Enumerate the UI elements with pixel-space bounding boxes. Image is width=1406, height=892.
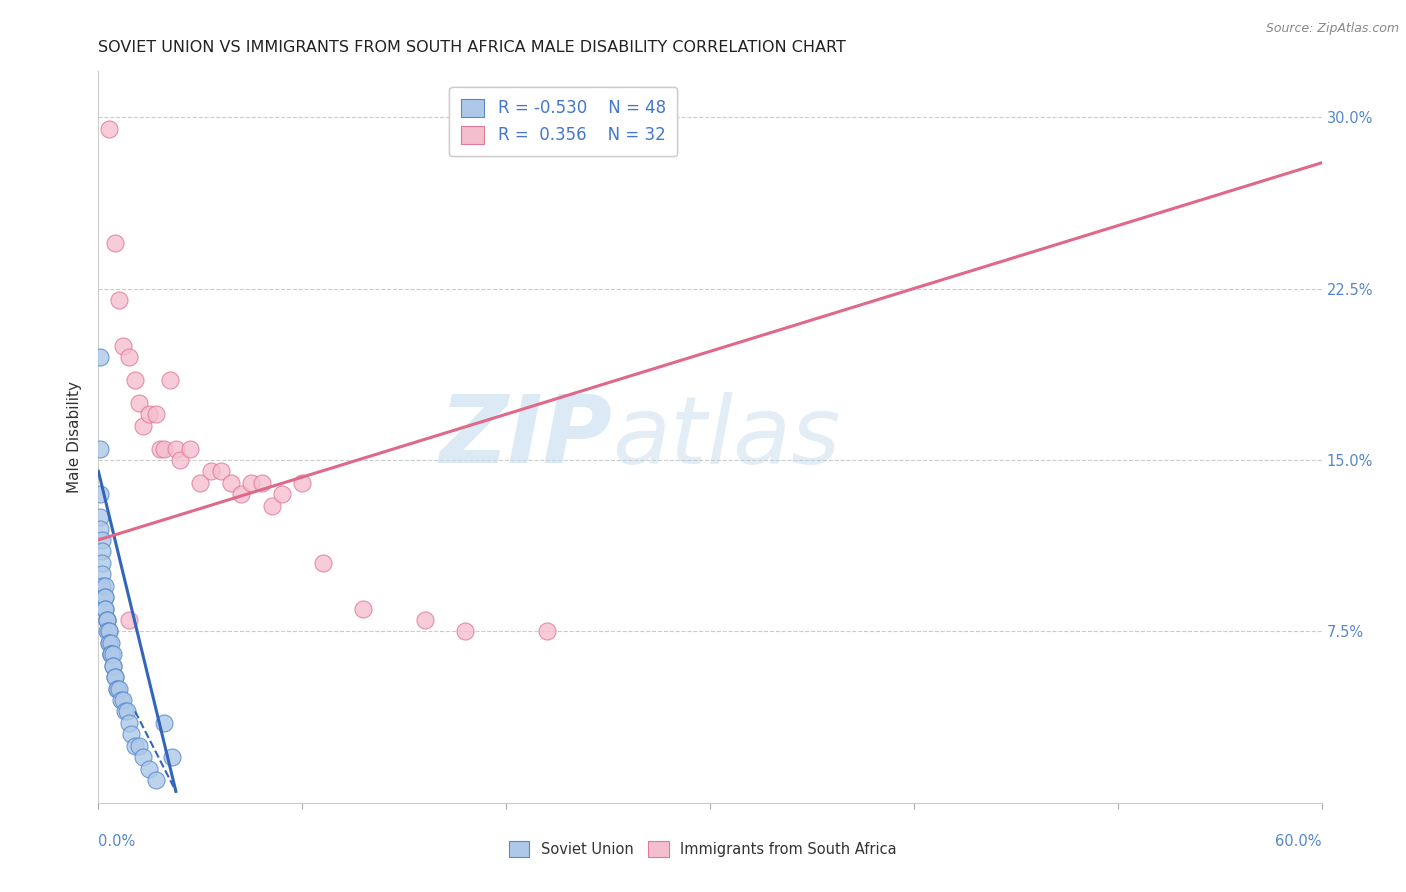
Point — [128, 739, 150, 753]
Point — [97, 636, 120, 650]
Point — [120, 727, 142, 741]
Point — [114, 705, 136, 719]
Point — [169, 453, 191, 467]
Point — [97, 636, 120, 650]
Point — [128, 396, 150, 410]
Point — [149, 442, 172, 456]
Point — [152, 715, 174, 730]
Point — [111, 338, 134, 352]
Point — [124, 373, 146, 387]
Text: ZIP: ZIP — [439, 391, 612, 483]
Point — [100, 647, 122, 661]
Point — [165, 442, 187, 456]
Point — [96, 613, 118, 627]
Point — [101, 658, 124, 673]
Legend: Soviet Union, Immigrants from South Africa: Soviet Union, Immigrants from South Afri… — [503, 835, 903, 863]
Point — [291, 475, 314, 490]
Point — [209, 464, 232, 478]
Point — [108, 293, 131, 307]
Point — [118, 613, 141, 627]
Text: atlas: atlas — [612, 392, 841, 483]
Text: SOVIET UNION VS IMMIGRANTS FROM SOUTH AFRICA MALE DISABILITY CORRELATION CHART: SOVIET UNION VS IMMIGRANTS FROM SOUTH AF… — [98, 40, 846, 55]
Point — [89, 510, 111, 524]
Point — [124, 739, 146, 753]
Point — [159, 373, 181, 387]
Point — [312, 556, 335, 570]
Point — [118, 715, 141, 730]
Point — [219, 475, 242, 490]
Point — [101, 658, 124, 673]
Point — [132, 418, 155, 433]
Point — [97, 121, 120, 136]
Point — [240, 475, 263, 490]
Point — [89, 442, 111, 456]
Point — [101, 647, 124, 661]
Point — [93, 601, 115, 615]
Point — [104, 235, 127, 250]
Point — [138, 762, 160, 776]
Point — [270, 487, 294, 501]
Point — [93, 590, 115, 604]
Point — [100, 647, 122, 661]
Point — [454, 624, 477, 639]
Point — [104, 670, 127, 684]
Point — [179, 442, 201, 456]
Point — [93, 579, 115, 593]
Text: Source: ZipAtlas.com: Source: ZipAtlas.com — [1265, 22, 1399, 36]
Point — [91, 544, 114, 558]
Point — [89, 521, 111, 535]
Point — [91, 556, 114, 570]
Legend: R = -0.530    N = 48, R =  0.356    N = 32: R = -0.530 N = 48, R = 0.356 N = 32 — [449, 87, 678, 156]
Point — [250, 475, 273, 490]
Point — [260, 499, 283, 513]
Point — [132, 750, 155, 764]
Point — [536, 624, 558, 639]
Point — [91, 579, 114, 593]
Point — [91, 567, 114, 582]
Point — [104, 670, 127, 684]
Point — [100, 636, 122, 650]
Point — [145, 772, 167, 787]
Point — [93, 601, 115, 615]
Point — [160, 750, 183, 764]
Point — [111, 693, 134, 707]
Point — [145, 407, 167, 421]
Point — [96, 613, 118, 627]
Point — [188, 475, 212, 490]
Point — [91, 533, 114, 547]
Point — [105, 681, 128, 696]
Point — [231, 487, 253, 501]
Point — [200, 464, 222, 478]
Point — [89, 350, 111, 364]
Point — [352, 601, 374, 615]
Point — [97, 624, 120, 639]
Point — [93, 590, 115, 604]
Point — [110, 693, 132, 707]
Text: 60.0%: 60.0% — [1275, 834, 1322, 849]
Point — [118, 350, 141, 364]
Point — [138, 407, 160, 421]
Point — [100, 647, 122, 661]
Point — [115, 705, 138, 719]
Point — [413, 613, 436, 627]
Point — [89, 487, 111, 501]
Text: 0.0%: 0.0% — [98, 834, 135, 849]
Point — [152, 442, 174, 456]
Point — [108, 681, 131, 696]
Point — [105, 681, 128, 696]
Point — [96, 613, 118, 627]
Y-axis label: Male Disability: Male Disability — [67, 381, 83, 493]
Point — [97, 624, 120, 639]
Point — [96, 624, 118, 639]
